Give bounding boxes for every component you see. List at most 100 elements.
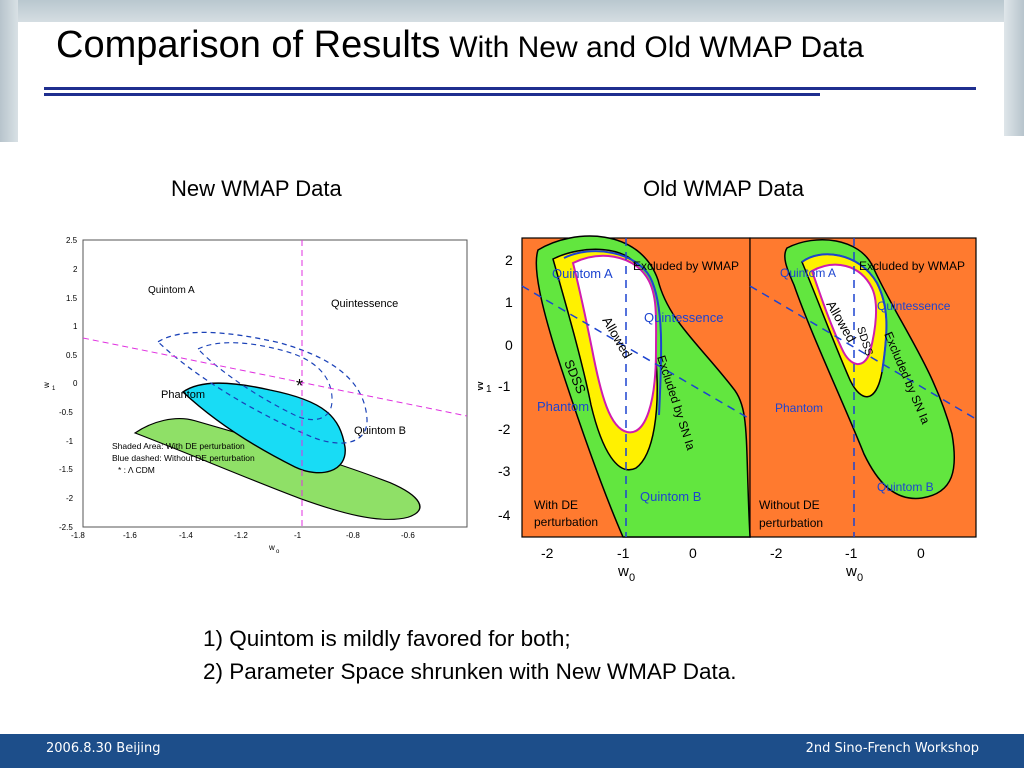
svg-text:-1.5: -1.5 <box>59 465 73 474</box>
svg-text:2.5: 2.5 <box>66 236 78 245</box>
new-quintessence: Quintessence <box>331 298 398 310</box>
footer-date-location: 2006.8.30 Beijing <box>46 741 161 756</box>
svg-text:0: 0 <box>73 379 78 388</box>
svg-text:-1.4: -1.4 <box>179 531 193 540</box>
old-wmap-heading: Old WMAP Data <box>643 176 804 201</box>
old-right-diagonal-ref <box>749 285 977 420</box>
svg-text:Quintessence: Quintessence <box>644 310 724 325</box>
old-left-blue-labels: Quintom A Quintessence Phantom Quintom B <box>537 266 724 504</box>
svg-text:-1: -1 <box>617 545 630 561</box>
new-plot-x-ticks: -1.8 -1.6 -1.4 -1.2 -1 -0.8 -0.6 <box>71 531 415 540</box>
new-plot-dashed-outer <box>156 331 368 444</box>
svg-text:-4: -4 <box>498 507 511 523</box>
old-right-blue-contour <box>801 253 888 373</box>
svg-text:-2.5: -2.5 <box>59 523 73 532</box>
svg-text:-1.6: -1.6 <box>123 531 137 540</box>
svg-text:-1: -1 <box>66 437 74 446</box>
title-panel <box>18 22 1004 140</box>
svg-text:-2: -2 <box>541 545 554 561</box>
new-plot-diagonal-ref <box>82 337 468 417</box>
old-right-black-labels: Excluded by WMAP Without DE perturbation <box>759 259 965 530</box>
slide-top-band <box>0 0 1024 22</box>
svg-text:Blue dashed: Without DE pertur: Blue dashed: Without DE perturbation <box>112 453 255 463</box>
svg-text:perturbation: perturbation <box>534 515 598 529</box>
svg-text:-1: -1 <box>498 378 511 394</box>
new-wmap-plot: * 2.5 2 1.5 1 0.5 0 -0.5 -1 -1.5 -2 -2.5 -1.8 -1… <box>40 228 472 575</box>
new-phantom: Phantom <box>161 389 205 401</box>
svg-text:1: 1 <box>52 386 56 392</box>
slide-title: Comparison of Results With New and Old W… <box>56 24 864 67</box>
old-left-allowed <box>571 254 658 434</box>
svg-text:1.5: 1.5 <box>66 294 78 303</box>
svg-text:* : Λ CDM: * : Λ CDM <box>118 465 155 475</box>
old-left-blue-contour <box>563 250 663 416</box>
svg-text:Quintom B: Quintom B <box>877 480 934 494</box>
new-plot-xlabel: w <box>268 543 275 552</box>
old-left-xlabel: w <box>617 563 629 580</box>
svg-text:Quintessence: Quintessence <box>877 299 951 313</box>
old-right-xlabel: w <box>845 563 857 580</box>
svg-text:2: 2 <box>505 252 513 268</box>
svg-text:o: o <box>276 549 280 555</box>
svg-text:Phantom: Phantom <box>537 399 589 414</box>
svg-text:1: 1 <box>505 294 513 310</box>
svg-text:perturbation: perturbation <box>759 516 823 530</box>
svg-text:Quintom A: Quintom A <box>780 266 836 280</box>
old-left-black-labels: Excluded by WMAP With DE perturbation <box>534 259 739 529</box>
svg-text:-1: -1 <box>294 531 302 540</box>
svg-text:2: 2 <box>73 265 78 274</box>
svg-text:1: 1 <box>73 322 78 331</box>
svg-text:-0.5: -0.5 <box>59 408 73 417</box>
slide-left-band <box>0 0 18 142</box>
svg-text:-3: -3 <box>498 463 511 479</box>
svg-text:-2: -2 <box>498 421 511 437</box>
new-quintom-a: Quintom A <box>148 285 195 296</box>
old-wmap-plot: Quintom A Quintessence Phantom Quintom B… <box>470 228 982 605</box>
svg-text:Without DE: Without DE <box>759 498 820 512</box>
svg-text:Phantom: Phantom <box>775 401 823 415</box>
svg-text:-2: -2 <box>770 545 783 561</box>
svg-text:Excluded by WMAP: Excluded by WMAP <box>633 259 739 273</box>
svg-text:Quintom A: Quintom A <box>552 266 613 281</box>
svg-text:0: 0 <box>689 545 697 561</box>
svg-text:Excluded by WMAP: Excluded by WMAP <box>859 259 965 273</box>
svg-text:0: 0 <box>917 545 925 561</box>
svg-text:0: 0 <box>505 337 513 353</box>
lcdm-marker: * <box>296 376 303 396</box>
svg-text:1: 1 <box>486 384 492 395</box>
new-wmap-heading: New WMAP Data <box>171 176 342 201</box>
svg-text:0.5: 0.5 <box>66 351 78 360</box>
svg-text:-1.2: -1.2 <box>234 531 248 540</box>
conclusion-2: 2) Parameter Space shrunken with New WMA… <box>203 659 737 684</box>
new-quintom-b: Quintom B <box>354 425 406 437</box>
new-plot-dashed-inner <box>197 342 333 421</box>
old-left-diagonal-ref <box>521 285 751 420</box>
conclusion-1: 1) Quintom is mildly favored for both; <box>203 626 571 651</box>
old-right-blue-labels: Quintom A Quintessence Phantom Quintom B <box>775 266 951 494</box>
svg-text:0: 0 <box>857 572 863 584</box>
svg-text:0: 0 <box>629 572 635 584</box>
svg-text:Quintom B: Quintom B <box>640 489 701 504</box>
footer-bar: 2006.8.30 Beijing 2nd Sino-French Worksh… <box>0 734 1024 768</box>
svg-text:-0.6: -0.6 <box>401 531 415 540</box>
new-plot-inner-region <box>181 382 346 474</box>
old-right-allowed <box>810 263 878 365</box>
new-plot-y-ticks: 2.5 2 1.5 1 0.5 0 -0.5 -1 -1.5 -2 -2.5 <box>59 236 78 532</box>
svg-text:-2: -2 <box>66 494 74 503</box>
slide-title-sub: With New and Old WMAP Data <box>449 31 864 64</box>
old-left-y-ticks: 2 1 0 -1 -2 -3 -4 <box>498 252 513 523</box>
title-rule-top <box>44 87 976 90</box>
svg-text:-1.8: -1.8 <box>71 531 85 540</box>
svg-text:-1: -1 <box>845 545 858 561</box>
slide-right-band <box>1004 0 1024 136</box>
svg-text:-0.8: -0.8 <box>346 531 360 540</box>
new-plot-outer-region <box>133 418 421 520</box>
footer-workshop: 2nd Sino-French Workshop <box>805 741 979 756</box>
svg-text:Shaded Area: With DE perturbat: Shaded Area: With DE perturbation <box>112 441 245 451</box>
slide-title-main: Comparison of Results <box>56 24 441 66</box>
svg-text:With DE: With DE <box>534 498 578 512</box>
old-x-ticks: -2 -1 0 -2 -1 0 <box>541 545 925 561</box>
new-plot-ylabel: w <box>42 382 51 389</box>
new-plot-legend: Shaded Area: With DE perturbation Blue d… <box>112 441 255 475</box>
conclusions: 1) Quintom is mildly favored for both; 2… <box>203 622 737 688</box>
